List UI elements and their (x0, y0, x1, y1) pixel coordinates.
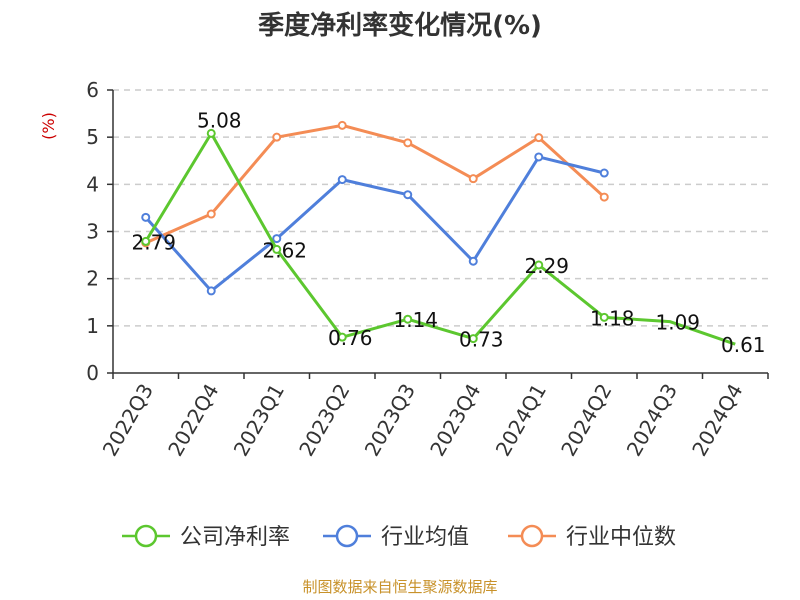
data-point (468, 256, 478, 266)
data-point (337, 120, 347, 130)
data-point (468, 174, 478, 184)
data-point (403, 190, 413, 200)
data-label: 1.14 (393, 308, 438, 332)
data-point (468, 334, 478, 344)
y-tick-label: 1 (86, 314, 99, 338)
x-tick-label: 2022Q3 (98, 380, 158, 461)
series-line (145, 123, 606, 245)
x-tick-label: 2023Q1 (229, 380, 289, 461)
legend-swatch-marker (520, 524, 544, 548)
data-point (403, 138, 413, 148)
series-layer: 2.79 5.08 2.62 0.76 1.14 0.73 2.29 1.18 1.09 0.61 (131, 108, 765, 357)
legend-item-0: 公司净利率 (122, 524, 290, 550)
legend-label: 公司净利率 (180, 525, 290, 550)
data-point (141, 212, 151, 222)
legend-item-2: 行业中位数 (508, 524, 676, 550)
data-label: 1.09 (655, 311, 700, 335)
data-point (403, 314, 413, 324)
y-tick-label: 5 (86, 125, 99, 149)
data-point (206, 128, 216, 138)
series-1 (141, 152, 609, 296)
data-point (272, 244, 282, 254)
legend-label: 行业中位数 (566, 525, 676, 550)
legend-item-1: 行业均值 (323, 524, 469, 550)
x-tick-label: 2024Q3 (622, 380, 682, 461)
legend-label: 行业均值 (381, 525, 469, 550)
chart-title: 季度净利率变化情况(%) (258, 10, 542, 41)
legend-swatch-marker (134, 524, 158, 548)
data-point (534, 152, 544, 162)
data-point (206, 286, 216, 296)
x-tick-label: 2024Q1 (491, 380, 551, 461)
y-axis-unit: (%) (39, 112, 58, 140)
x-tick-label: 2023Q4 (425, 380, 485, 461)
data-label: 2.79 (131, 230, 176, 254)
source-note: 制图数据来自恒生聚源数据库 (302, 578, 497, 596)
data-point (272, 132, 282, 142)
data-point (337, 175, 347, 185)
y-tick-label: 2 (86, 267, 99, 291)
data-point (534, 133, 544, 143)
data-label: 0.76 (328, 326, 373, 350)
data-point (599, 168, 609, 178)
series-line (144, 155, 605, 293)
data-point (534, 260, 544, 270)
legend: 公司净利率 行业均值 行业中位数 (122, 524, 676, 550)
data-point (141, 236, 151, 246)
data-label: 2.29 (524, 254, 569, 278)
data-point (272, 234, 282, 244)
y-tick-label: 4 (86, 172, 99, 196)
series-0 (141, 128, 736, 346)
data-label: 2.62 (262, 238, 307, 262)
x-tick-label: 2023Q2 (294, 380, 354, 461)
data-label: 0.61 (721, 333, 766, 357)
data-label: 0.73 (459, 328, 504, 352)
y-tick-label: 0 (86, 361, 99, 385)
data-point (337, 332, 347, 342)
y-tick-label: 3 (86, 220, 99, 244)
data-label: 1.18 (590, 306, 635, 330)
x-tick-label: 2023Q3 (360, 380, 420, 461)
data-label: 5.08 (197, 108, 242, 132)
data-point (599, 192, 609, 202)
data-point (599, 312, 609, 322)
series-line (144, 131, 736, 346)
x-tick-label: 2024Q2 (556, 380, 616, 461)
y-tick-label: 6 (86, 78, 99, 102)
x-tick-label: 2024Q4 (687, 380, 747, 461)
legend-swatch-marker (335, 524, 359, 548)
data-point (206, 209, 216, 219)
x-tick-label: 2022Q4 (163, 380, 223, 461)
